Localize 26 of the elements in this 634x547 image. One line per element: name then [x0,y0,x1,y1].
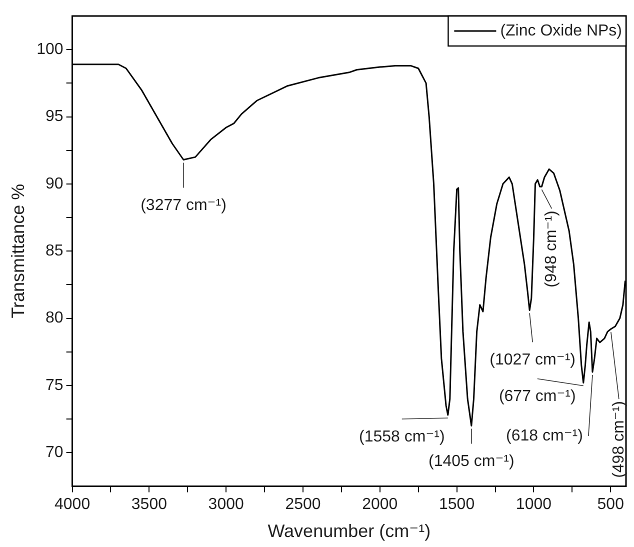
annotation: (1405 cm⁻¹) [428,453,514,470]
annotation: (618 cm⁻¹) [506,427,583,444]
y-tick-label: 85 [46,242,64,260]
x-tick-label: 1500 [439,496,475,514]
annotation: (1558 cm⁻¹) [358,428,445,446]
y-tick-label: 80 [46,310,64,327]
y-tick-label: 75 [46,376,64,394]
annotation: (1027 cm⁻¹) [490,352,576,369]
x-tick-label: 4000 [54,496,90,514]
x-tick-label: 3000 [208,496,244,514]
y-tick-label: 95 [46,108,64,126]
x-tick-label: 1000 [516,496,552,514]
annotation: (948 cm⁻¹) [543,210,560,288]
legend-label: (Zinc Oxide NPs) [500,22,622,40]
y-tick-label: 90 [46,175,64,192]
y-tick-label: 70 [46,444,64,462]
annotation: (498 cm⁻¹) [610,401,628,478]
annotation: (3277 cm⁻¹) [140,197,226,214]
x-tick-label: 2000 [362,496,398,514]
y-axis-title: Transmittance % [8,184,28,318]
y-tick-label: 100 [36,40,64,58]
x-axis-title: Wavenumber (cm⁻¹) [268,521,431,542]
x-tick-label: 3500 [131,496,168,514]
annotation: (677 cm⁻¹) [498,388,576,406]
x-tick-label: 2500 [285,496,321,514]
x-tick-label: 500 [597,496,624,514]
